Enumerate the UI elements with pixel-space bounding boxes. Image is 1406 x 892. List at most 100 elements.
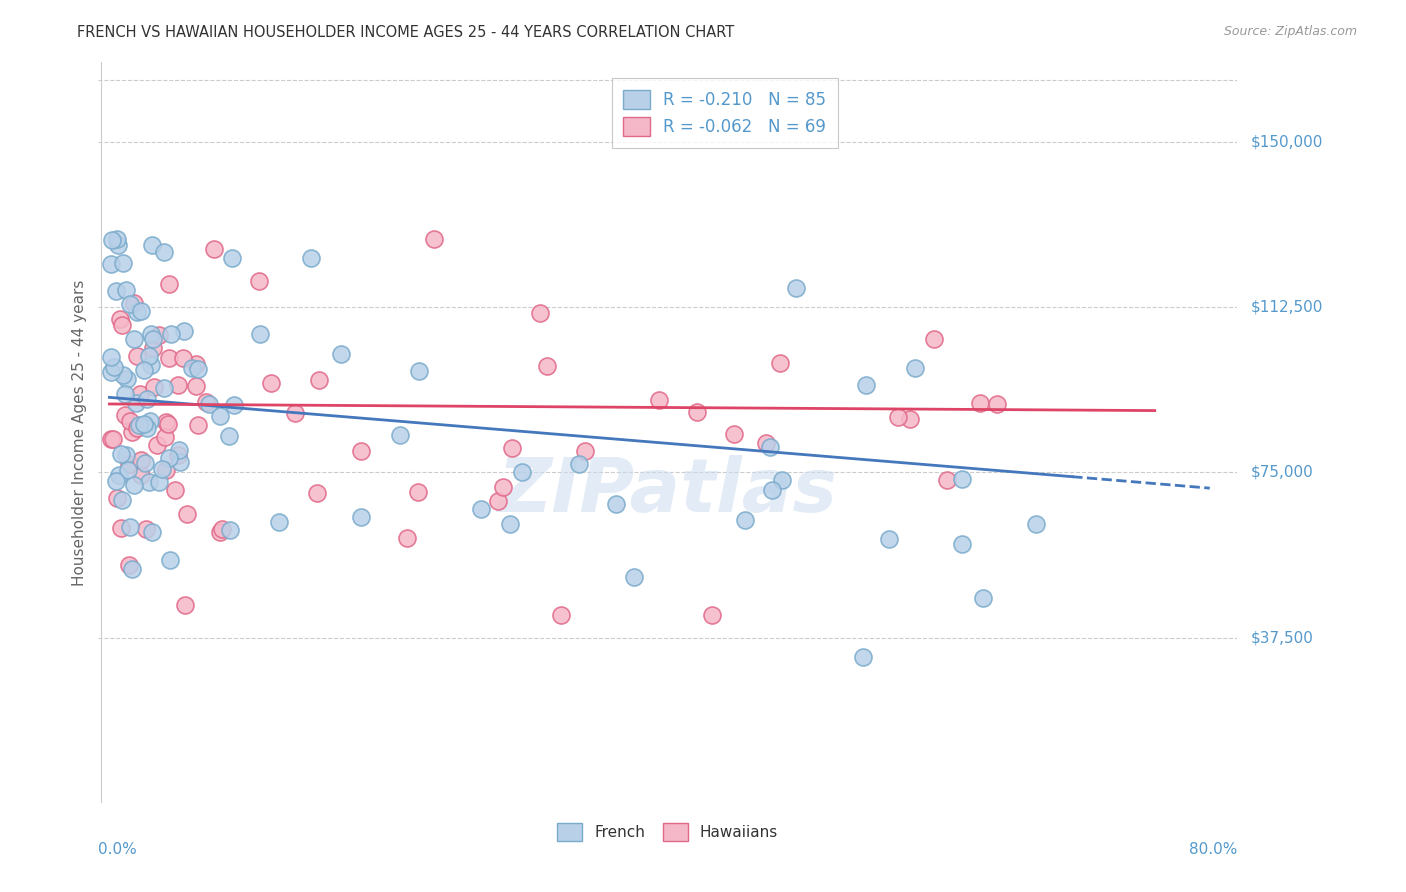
Text: $112,500: $112,500	[1251, 300, 1323, 315]
Point	[100, 433, 122, 447]
Text: Source: ZipAtlas.com: Source: ZipAtlas.com	[1223, 25, 1357, 38]
Point	[904, 360, 927, 375]
Point	[146, 437, 169, 451]
Point	[986, 397, 1008, 411]
Point	[141, 525, 163, 540]
Point	[172, 351, 194, 366]
Point	[209, 525, 232, 540]
Point	[284, 406, 307, 420]
Text: 80.0%: 80.0%	[1189, 842, 1237, 856]
Point	[166, 448, 188, 462]
Point	[1025, 516, 1047, 531]
Point	[350, 510, 373, 524]
Point	[111, 256, 134, 270]
Point	[141, 237, 163, 252]
Point	[101, 234, 124, 248]
Point	[785, 280, 807, 294]
Point	[173, 324, 195, 338]
Point	[936, 473, 959, 487]
Point	[129, 304, 152, 318]
Point	[125, 305, 148, 319]
Point	[423, 232, 446, 246]
Point	[855, 378, 877, 392]
Point	[969, 396, 991, 410]
Point	[108, 467, 131, 482]
Text: $75,000: $75,000	[1251, 465, 1315, 480]
Point	[260, 376, 283, 390]
Point	[308, 373, 330, 387]
Point	[138, 475, 160, 489]
Point	[129, 387, 152, 401]
Point	[181, 361, 204, 376]
Point	[115, 283, 138, 297]
Point	[269, 515, 291, 529]
Point	[174, 599, 197, 613]
Point	[129, 452, 152, 467]
Point	[470, 501, 492, 516]
Point	[723, 427, 745, 442]
Point	[107, 238, 129, 252]
Point	[121, 562, 143, 576]
Point	[129, 468, 152, 483]
Point	[486, 494, 509, 508]
Point	[105, 232, 128, 246]
Point	[950, 537, 973, 551]
Point	[510, 465, 533, 479]
Point	[115, 448, 138, 462]
Point	[136, 421, 159, 435]
Point	[118, 558, 141, 572]
Point	[124, 478, 146, 492]
Point	[118, 457, 141, 471]
Point	[950, 473, 973, 487]
Point	[221, 251, 243, 265]
Point	[299, 251, 322, 265]
Point	[142, 332, 165, 346]
Point	[389, 428, 412, 442]
Point	[148, 328, 170, 343]
Point	[202, 243, 225, 257]
Text: ZIPatlаs: ZIPatlаs	[498, 455, 838, 528]
Point	[135, 522, 157, 536]
Point	[153, 244, 176, 259]
Point	[141, 326, 163, 341]
Point	[110, 521, 132, 535]
Point	[499, 517, 522, 532]
Point	[184, 379, 207, 393]
Point	[148, 475, 170, 489]
Point	[187, 417, 209, 432]
Point	[169, 455, 191, 469]
Point	[124, 396, 146, 410]
Point	[111, 368, 134, 383]
Point	[117, 372, 139, 386]
Point	[101, 432, 124, 446]
Point	[501, 442, 523, 456]
Point	[136, 392, 159, 407]
Point	[350, 443, 373, 458]
Point	[734, 513, 756, 527]
Point	[972, 591, 994, 606]
Point	[118, 520, 141, 534]
Point	[195, 395, 218, 409]
Point	[568, 457, 591, 471]
Point	[114, 408, 136, 422]
Point	[536, 359, 558, 373]
Point	[922, 332, 945, 346]
Point	[176, 507, 198, 521]
Point	[700, 607, 723, 622]
Point	[395, 531, 418, 545]
Point	[139, 358, 162, 372]
Point	[211, 523, 233, 537]
Point	[768, 356, 790, 370]
Point	[103, 360, 125, 375]
Point	[761, 483, 783, 498]
Point	[887, 410, 910, 425]
Y-axis label: Householder Income Ages 25 - 44 years: Householder Income Ages 25 - 44 years	[72, 279, 87, 586]
Point	[647, 393, 669, 408]
Text: $37,500: $37,500	[1251, 630, 1315, 645]
Point	[134, 363, 156, 377]
Point	[152, 381, 174, 395]
Point	[120, 297, 142, 311]
Point	[758, 440, 780, 454]
Point	[574, 443, 596, 458]
Point	[100, 257, 122, 271]
